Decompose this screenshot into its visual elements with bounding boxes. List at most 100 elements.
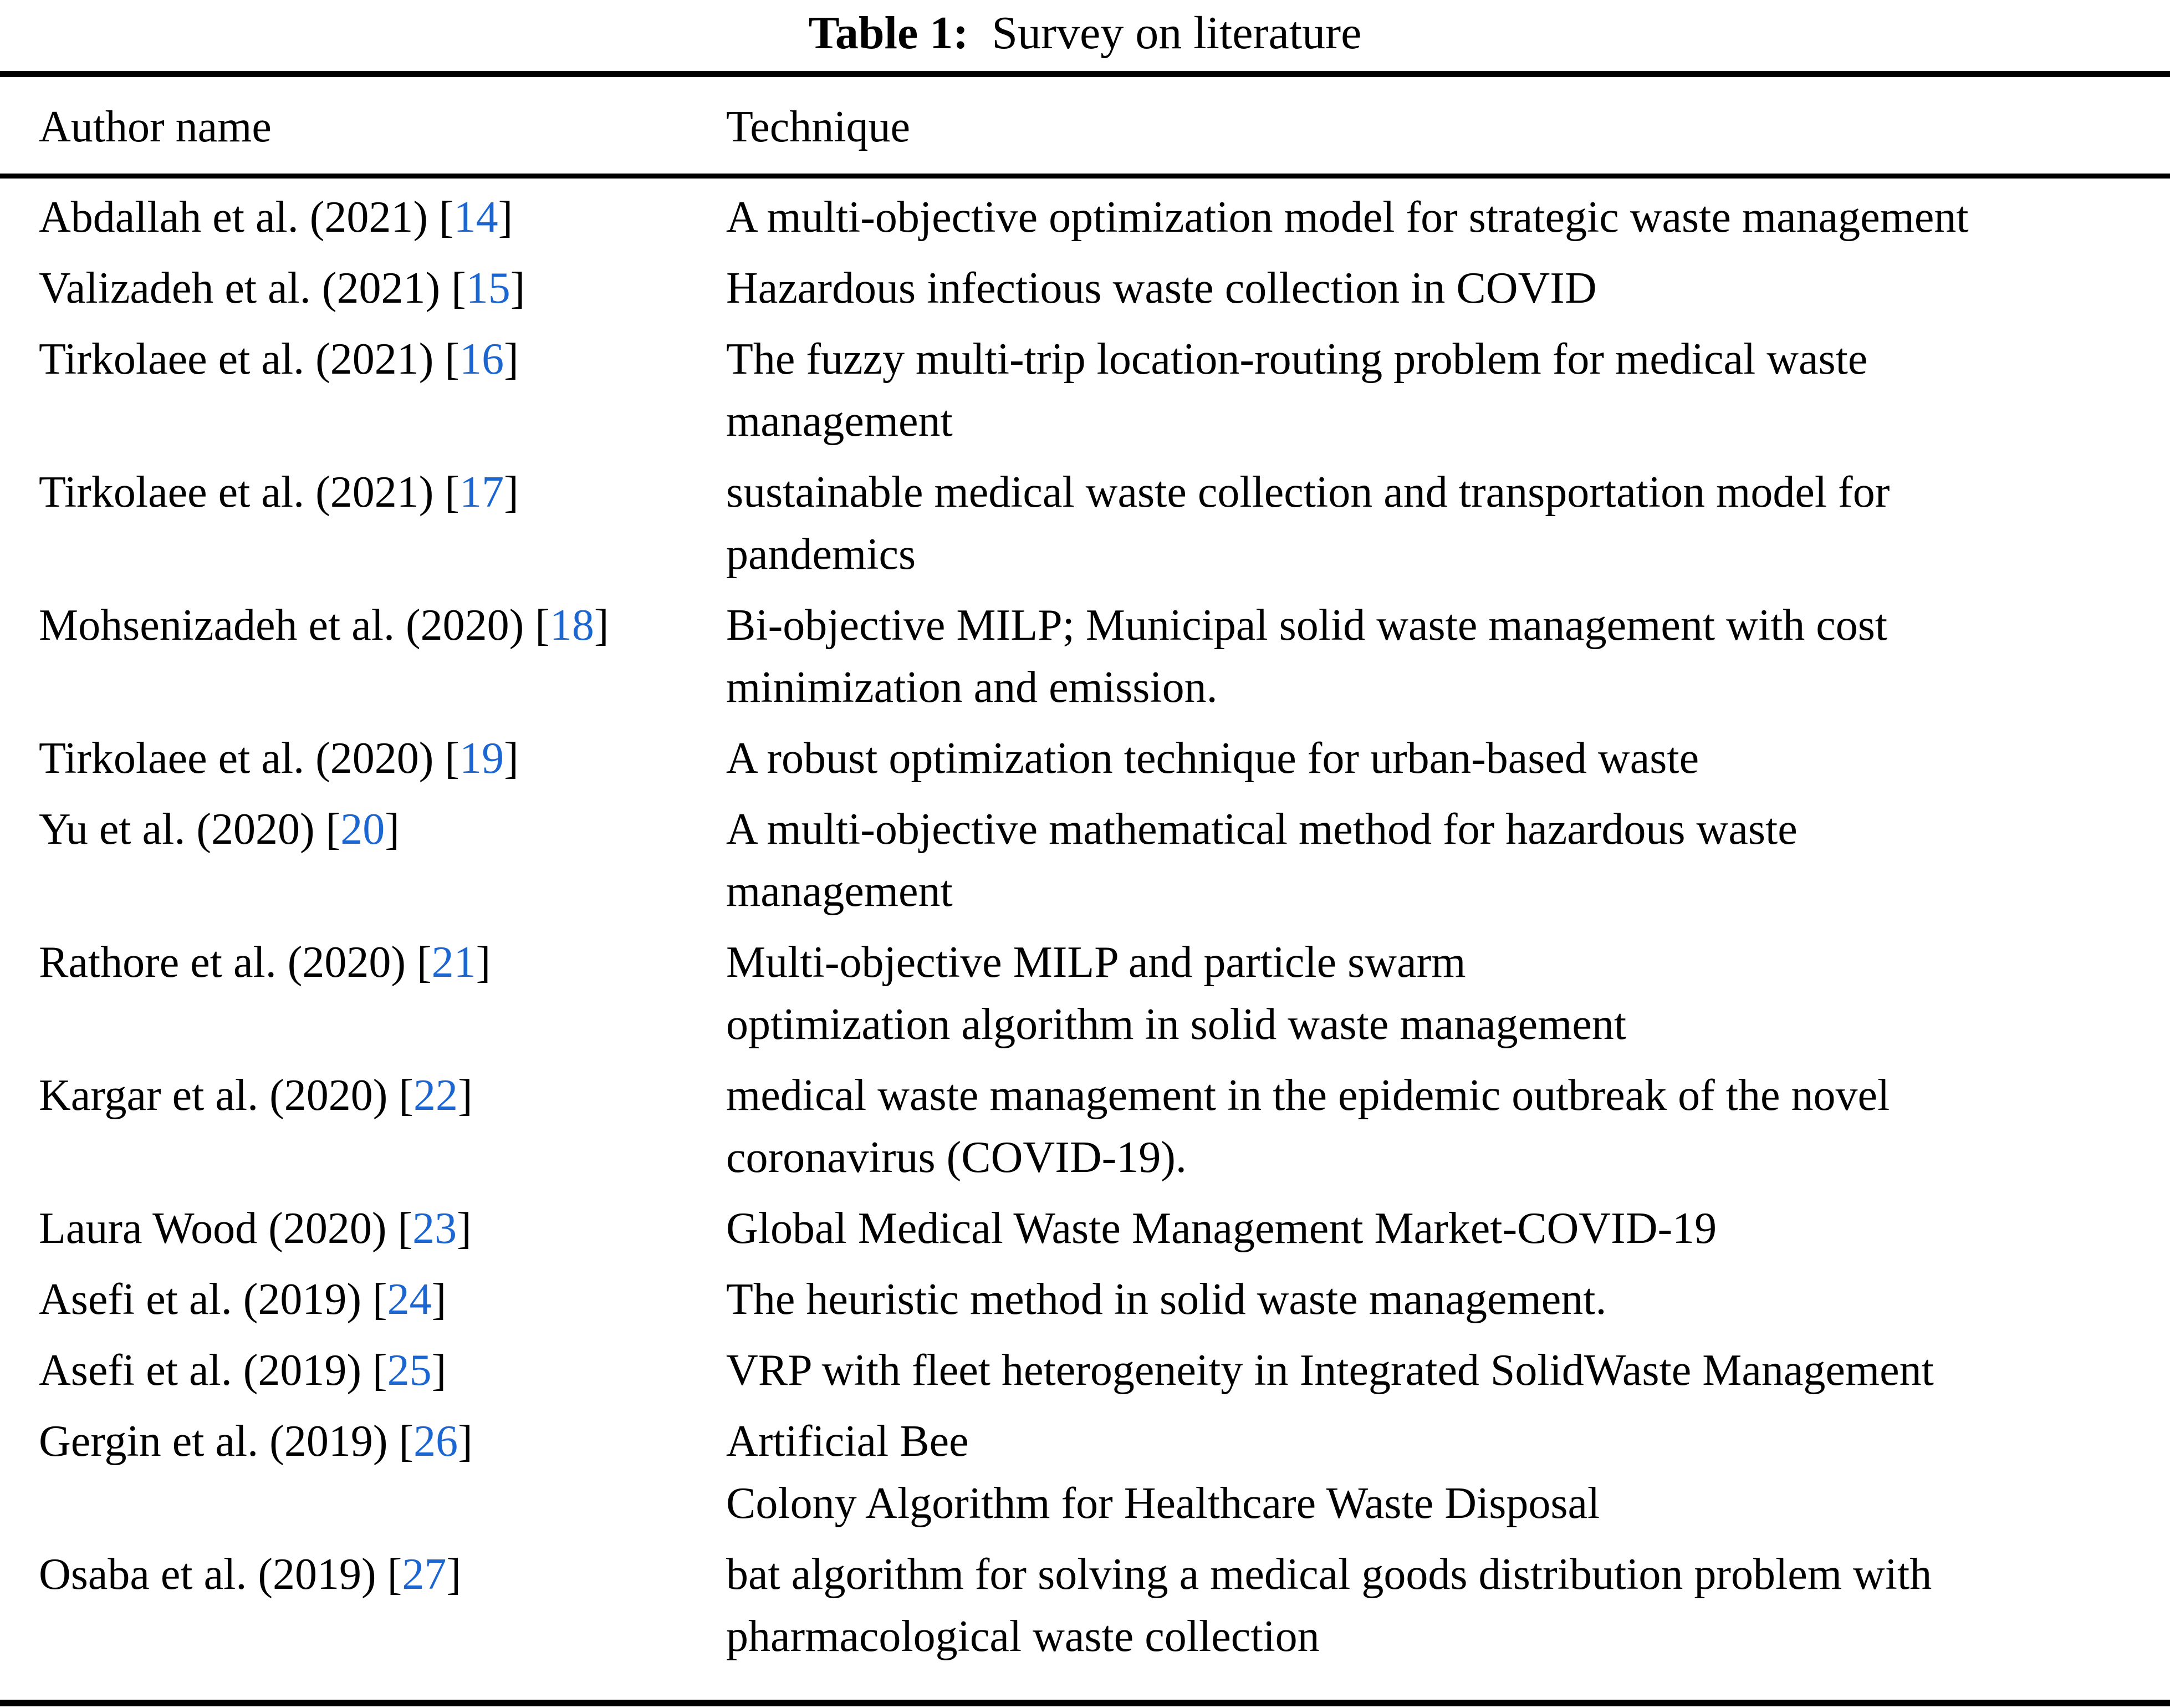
citation-bracket-close: ] [476, 938, 491, 987]
table-row: Yu et al. (2020) [20] A multi-objective … [0, 794, 2170, 927]
citation-link[interactable]: 16 [459, 335, 504, 384]
author-cell: Osaba et al. (2019) [27] [0, 1539, 726, 1703]
table-row: Abdallah et al. (2021) [14] A multi-obje… [0, 176, 2170, 253]
technique-cell: bat algorithm for solving a medical good… [726, 1550, 1932, 1661]
citation-link[interactable]: 15 [466, 264, 510, 313]
citation-bracket-close: ] [446, 1550, 461, 1599]
author-cell: Tirkolaee et al. (2020) [19] [0, 723, 726, 794]
technique-cell: sustainable medical waste collection and… [726, 468, 1890, 579]
technique-cell: Bi-objective MILP; Municipal solid waste… [726, 601, 1888, 712]
table-header: Author name Technique [0, 74, 2170, 179]
citation-bracket-open: [ [399, 1071, 414, 1120]
citation-link[interactable]: 21 [431, 938, 476, 987]
author-cell: Rathore et al. (2020) [21] [0, 927, 726, 1060]
citation-bracket-open: [ [372, 1275, 387, 1324]
citation-bracket-open: [ [325, 805, 341, 854]
citation-link[interactable]: 23 [412, 1204, 457, 1253]
technique-cell: The heuristic method in solid waste mana… [726, 1275, 1607, 1324]
citation-bracket-close: ] [498, 193, 513, 242]
author-cell: Mohsenizadeh et al. (2020) [18] [0, 590, 726, 723]
author-cell: Valizadeh et al. (2021) [15] [0, 253, 726, 324]
technique-cell: Artificial Bee Colony Algorithm for Heal… [726, 1417, 1600, 1528]
table-row: Rathore et al. (2020) [21] Multi-objecti… [0, 927, 2170, 1060]
table-row: Osaba et al. (2019) [27] bat algorithm f… [0, 1539, 2170, 1703]
author-name-text: Gergin et al. (2019) [39, 1417, 399, 1466]
table-body: Abdallah et al. (2021) [14] A multi-obje… [0, 176, 2170, 1704]
citation-link[interactable]: 19 [459, 734, 504, 783]
technique-cell: A multi-objective optimization model for… [726, 193, 1969, 242]
technique-cell: A robust optimization technique for urba… [726, 734, 1699, 783]
citation-bracket-open: [ [445, 734, 460, 783]
citation-link[interactable]: 25 [387, 1346, 432, 1395]
author-cell: Laura Wood (2020) [23] [0, 1193, 726, 1264]
table-row: Asefi et al. (2019) [25] VRP with fleet … [0, 1335, 2170, 1406]
citation-bracket-close: ] [431, 1346, 447, 1395]
table-row: Tirkolaee et al. (2021) [16] The fuzzy m… [0, 324, 2170, 457]
table-row: Tirkolaee et al. (2020) [19] A robust op… [0, 723, 2170, 794]
citation-bracket-close: ] [510, 264, 525, 313]
author-name-text: Asefi et al. (2019) [39, 1346, 373, 1395]
citation-bracket-open: [ [397, 1204, 413, 1253]
column-header-author-name: Author name [0, 74, 726, 179]
author-cell: Gergin et al. (2019) [26] [0, 1406, 726, 1539]
author-cell: Tirkolaee et al. (2021) [17] [0, 457, 726, 590]
citation-link[interactable]: 26 [413, 1417, 458, 1466]
citation-bracket-close: ] [504, 468, 519, 517]
author-cell: Asefi et al. (2019) [25] [0, 1335, 726, 1406]
citation-bracket-close: ] [431, 1275, 447, 1324]
citation-link[interactable]: 14 [453, 193, 498, 242]
author-name-text: Tirkolaee et al. (2021) [39, 335, 445, 384]
technique-cell: Global Medical Waste Management Market-C… [726, 1204, 1717, 1253]
citation-link[interactable]: 27 [402, 1550, 447, 1599]
citation-bracket-open: [ [445, 468, 460, 517]
citation-bracket-close: ] [504, 734, 519, 783]
table-row: Tirkolaee et al. (2021) [17] sustainable… [0, 457, 2170, 590]
table-row: Mohsenizadeh et al. (2020) [18] Bi-objec… [0, 590, 2170, 723]
table-row: Valizadeh et al. (2021) [15] Hazardous i… [0, 253, 2170, 324]
author-cell: Tirkolaee et al. (2021) [16] [0, 324, 726, 457]
citation-bracket-open: [ [387, 1550, 402, 1599]
author-name-text: Tirkolaee et al. (2020) [39, 734, 445, 783]
citation-bracket-close: ] [457, 1204, 472, 1253]
technique-cell: VRP with fleet heterogeneity in Integrat… [726, 1346, 1934, 1395]
author-name-text: Yu et al. (2020) [39, 805, 326, 854]
author-cell: Asefi et al. (2019) [24] [0, 1264, 726, 1335]
author-name-text: Laura Wood (2020) [39, 1204, 398, 1253]
technique-cell: The fuzzy multi-trip location-routing pr… [726, 335, 1868, 446]
technique-cell: Hazardous infectious waste collection in… [726, 264, 1597, 313]
citation-link[interactable]: 17 [459, 468, 504, 517]
author-name-text: Mohsenizadeh et al. (2020) [39, 601, 535, 650]
citation-link[interactable]: 18 [549, 601, 594, 650]
citation-link[interactable]: 22 [413, 1071, 458, 1120]
technique-cell: medical waste management in the epidemic… [726, 1071, 1890, 1182]
table-row: Asefi et al. (2019) [24] The heuristic m… [0, 1264, 2170, 1335]
table-caption-text: Survey on literature [968, 7, 1362, 59]
author-cell: Kargar et al. (2020) [22] [0, 1060, 726, 1193]
table-caption-label: Table 1: [808, 7, 969, 59]
author-name-text: Abdallah et al. (2021) [39, 193, 439, 242]
author-cell: Abdallah et al. (2021) [14] [0, 176, 726, 253]
table-row: Kargar et al. (2020) [22] medical waste … [0, 1060, 2170, 1193]
author-name-text: Asefi et al. (2019) [39, 1275, 373, 1324]
citation-bracket-open: [ [439, 193, 454, 242]
author-cell: Yu et al. (2020) [20] [0, 794, 726, 927]
citation-bracket-close: ] [385, 805, 400, 854]
citation-bracket-open: [ [445, 335, 460, 384]
citation-link[interactable]: 20 [340, 805, 385, 854]
table-caption: Table 1: Survey on literature [0, 0, 2170, 62]
citation-link[interactable]: 24 [387, 1275, 432, 1324]
technique-cell: Multi-objective MILP and particle swarm … [726, 938, 1627, 1049]
citation-bracket-close: ] [504, 335, 519, 384]
author-name-text: Rathore et al. (2020) [39, 938, 417, 987]
author-name-text: Osaba et al. (2019) [39, 1550, 387, 1599]
technique-cell: A multi-objective mathematical method fo… [726, 805, 1798, 916]
citation-bracket-open: [ [451, 264, 466, 313]
citation-bracket-open: [ [535, 601, 550, 650]
citation-bracket-close: ] [458, 1071, 473, 1120]
author-name-text: Tirkolaee et al. (2021) [39, 468, 445, 517]
author-name-text: Valizadeh et al. (2021) [39, 264, 452, 313]
header-row: Author name Technique [0, 74, 2170, 179]
table-row: Gergin et al. (2019) [26] Artificial Bee… [0, 1406, 2170, 1539]
author-name-text: Kargar et al. (2020) [39, 1071, 399, 1120]
